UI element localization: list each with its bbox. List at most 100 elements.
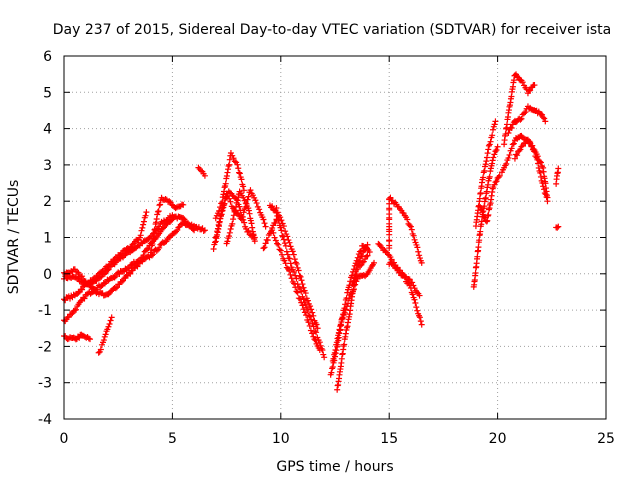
data-point: [513, 151, 520, 158]
data-point: [291, 280, 298, 287]
data-point: [516, 147, 523, 154]
data-point: [342, 306, 349, 313]
data-point: [129, 241, 136, 248]
data-point: [491, 151, 498, 158]
data-point: [503, 121, 510, 128]
data-point: [541, 115, 548, 122]
data-point: [230, 216, 237, 223]
data-point: [143, 209, 150, 216]
x-tick-label: 10: [272, 431, 290, 447]
data-point: [346, 295, 353, 302]
data-point: [357, 262, 364, 269]
data-point: [137, 232, 144, 239]
data-point: [162, 239, 169, 246]
data-point: [293, 288, 300, 295]
data-point: [240, 216, 247, 223]
data-point: [527, 140, 534, 147]
data-point: [291, 256, 298, 263]
data-point: [232, 207, 239, 214]
data-point: [215, 226, 222, 233]
data-point: [272, 237, 279, 244]
data-point: [410, 232, 417, 239]
data-point: [216, 223, 223, 230]
x-tick-label: 25: [597, 431, 615, 447]
data-point: [226, 229, 233, 236]
data-point: [247, 187, 254, 194]
data-point: [514, 73, 521, 80]
data-point: [514, 152, 521, 159]
data-track: [505, 103, 549, 137]
y-tick-label: 4: [43, 122, 52, 138]
y-tick-label: 6: [43, 49, 52, 65]
data-point: [262, 223, 269, 230]
data-point: [286, 239, 293, 246]
data-point: [492, 179, 499, 186]
data-track: [269, 227, 323, 354]
data-point: [481, 167, 488, 174]
data-track: [147, 194, 187, 256]
data-point: [535, 164, 542, 171]
data-point: [528, 143, 535, 150]
data-point: [212, 239, 219, 246]
data-point: [245, 193, 252, 200]
data-point: [284, 233, 291, 240]
data-point: [406, 222, 413, 229]
data-point: [92, 276, 99, 283]
data-point: [487, 138, 494, 145]
data-point: [285, 237, 292, 244]
data-point: [518, 143, 525, 150]
data-point: [105, 291, 112, 298]
data-point: [229, 220, 236, 227]
data-track: [501, 71, 538, 148]
data-point: [73, 306, 80, 313]
data-point: [124, 265, 131, 272]
data-point: [252, 197, 259, 204]
data-point: [102, 331, 109, 338]
data-point: [287, 260, 294, 267]
data-point: [535, 160, 542, 167]
data-point: [191, 227, 198, 234]
data-point: [299, 302, 306, 309]
data-point: [354, 254, 361, 261]
data-point: [273, 205, 280, 212]
data-point: [120, 268, 127, 275]
data-point: [531, 148, 538, 155]
data-point: [485, 211, 492, 218]
data-point: [140, 218, 147, 225]
data-point: [260, 216, 267, 223]
data-point: [407, 223, 414, 230]
data-point: [118, 250, 125, 257]
data-point: [227, 150, 234, 157]
data-point: [79, 286, 86, 293]
data-point: [503, 160, 510, 167]
data-point: [360, 258, 367, 265]
data-point: [510, 140, 517, 147]
data-point: [261, 220, 268, 227]
y-tick-label: 5: [43, 85, 52, 101]
data-point: [495, 174, 502, 181]
data-point: [310, 312, 317, 319]
data-point: [274, 240, 281, 247]
data-point: [216, 208, 223, 215]
data-point: [531, 82, 538, 89]
data-point: [95, 349, 102, 356]
x-tick-label: 5: [168, 431, 177, 447]
data-point: [416, 314, 423, 321]
data-point: [328, 369, 335, 376]
data-point: [218, 200, 225, 207]
data-point: [249, 224, 256, 231]
data-point: [154, 211, 161, 218]
data-point: [414, 289, 421, 296]
data-point: [222, 180, 229, 187]
data-point: [287, 243, 294, 250]
data-point: [235, 194, 242, 201]
data-point: [308, 306, 315, 313]
data-point: [111, 274, 118, 281]
data-point: [289, 248, 296, 255]
data-point: [371, 259, 378, 266]
data-point: [364, 252, 371, 259]
data-point: [283, 248, 290, 255]
data-point: [242, 200, 249, 207]
data-track: [553, 223, 562, 231]
